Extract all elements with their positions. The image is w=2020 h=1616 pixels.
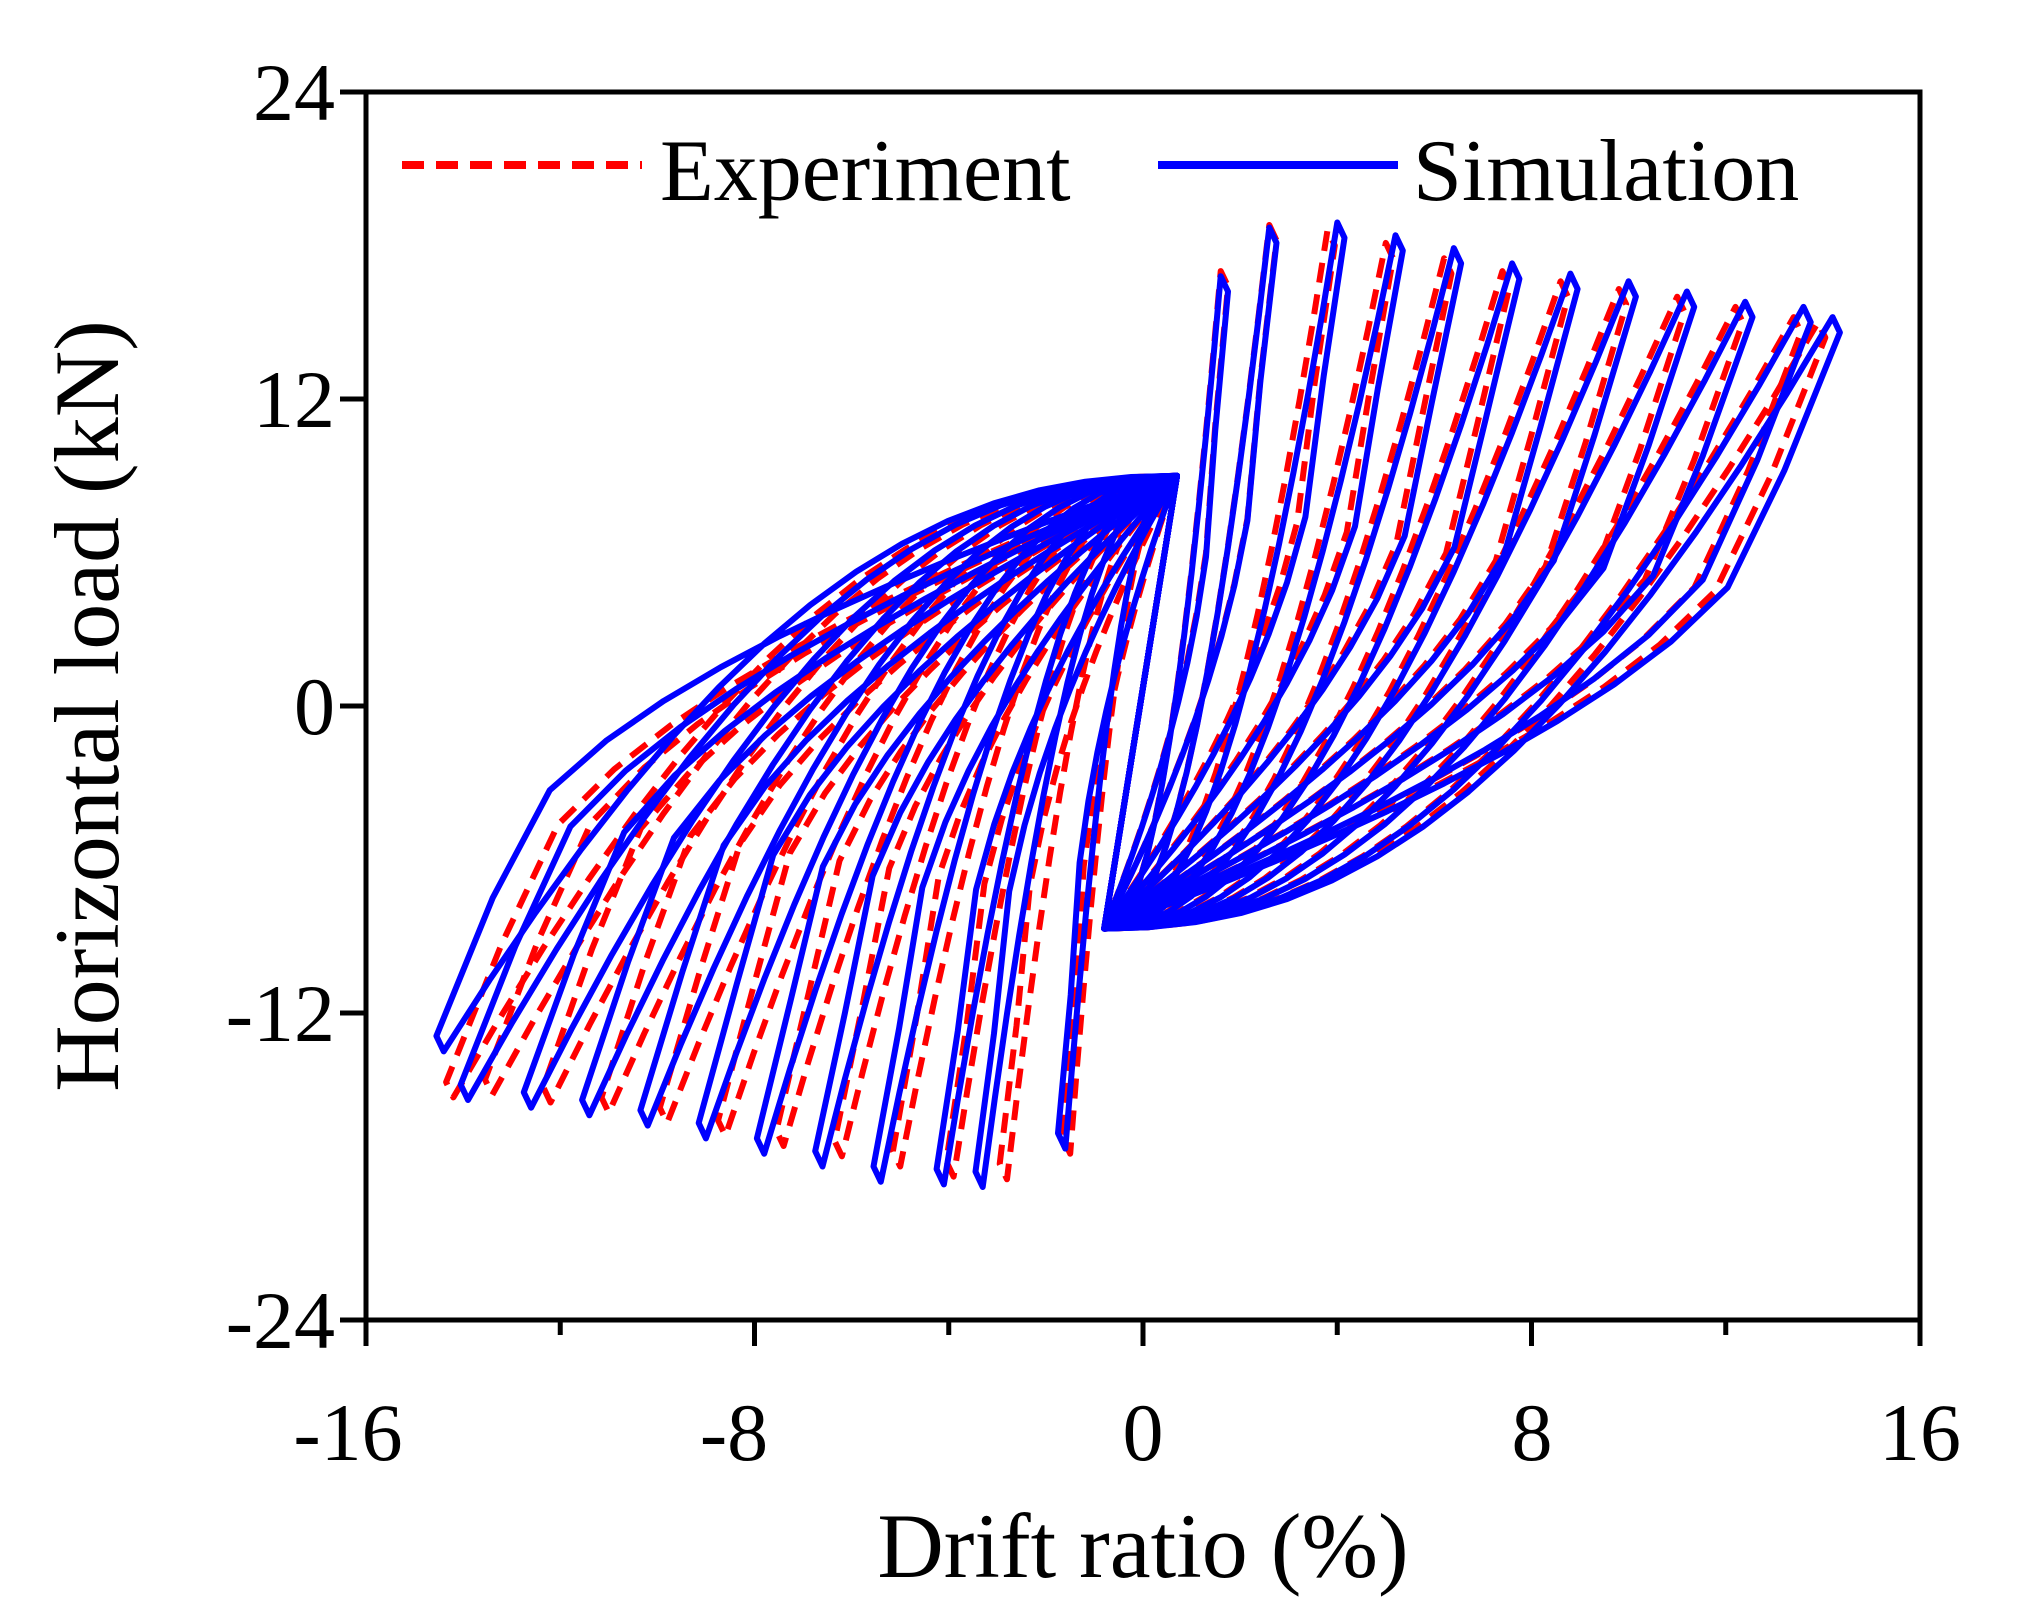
y-axis-title: Horizontal load (kN): [36, 320, 138, 1092]
axis-ticks: [340, 89, 1923, 1346]
legend-label-simulation: Simulation: [1413, 123, 1799, 220]
y-tick-label-minus-12: -12: [226, 968, 335, 1059]
x-tick-label-minus-16: -16: [293, 1387, 402, 1478]
data-curves: [433, 219, 1843, 1190]
x-tick-labels: -16 -8 0 8 16: [293, 1387, 1961, 1478]
x-axis-title: Drift ratio (%): [877, 1495, 1408, 1597]
experiment-loop-6: [773, 268, 1513, 1149]
y-tick-label-24: 24: [253, 47, 335, 138]
series-experiment: [443, 222, 1829, 1183]
y-tick-label-minus-24: -24: [226, 1275, 335, 1366]
y-tick-label-0: 0: [294, 661, 335, 752]
y-tick-label-12: 12: [253, 354, 335, 445]
legend-label-experiment: Experiment: [660, 123, 1071, 220]
series-simulation: [433, 219, 1843, 1190]
x-tick-label-8: 8: [1512, 1387, 1553, 1478]
legend: Experiment Simulation: [402, 123, 1799, 220]
x-tick-label-minus-8: -8: [700, 1387, 768, 1478]
x-tick-label-16: 16: [1879, 1387, 1961, 1478]
experiment-loop-1: [1059, 268, 1231, 1157]
y-tick-labels: 24 12 0 -12 -24: [226, 47, 335, 1366]
simulation-loop-12: [433, 314, 1843, 1055]
x-tick-label-0: 0: [1123, 1387, 1164, 1478]
